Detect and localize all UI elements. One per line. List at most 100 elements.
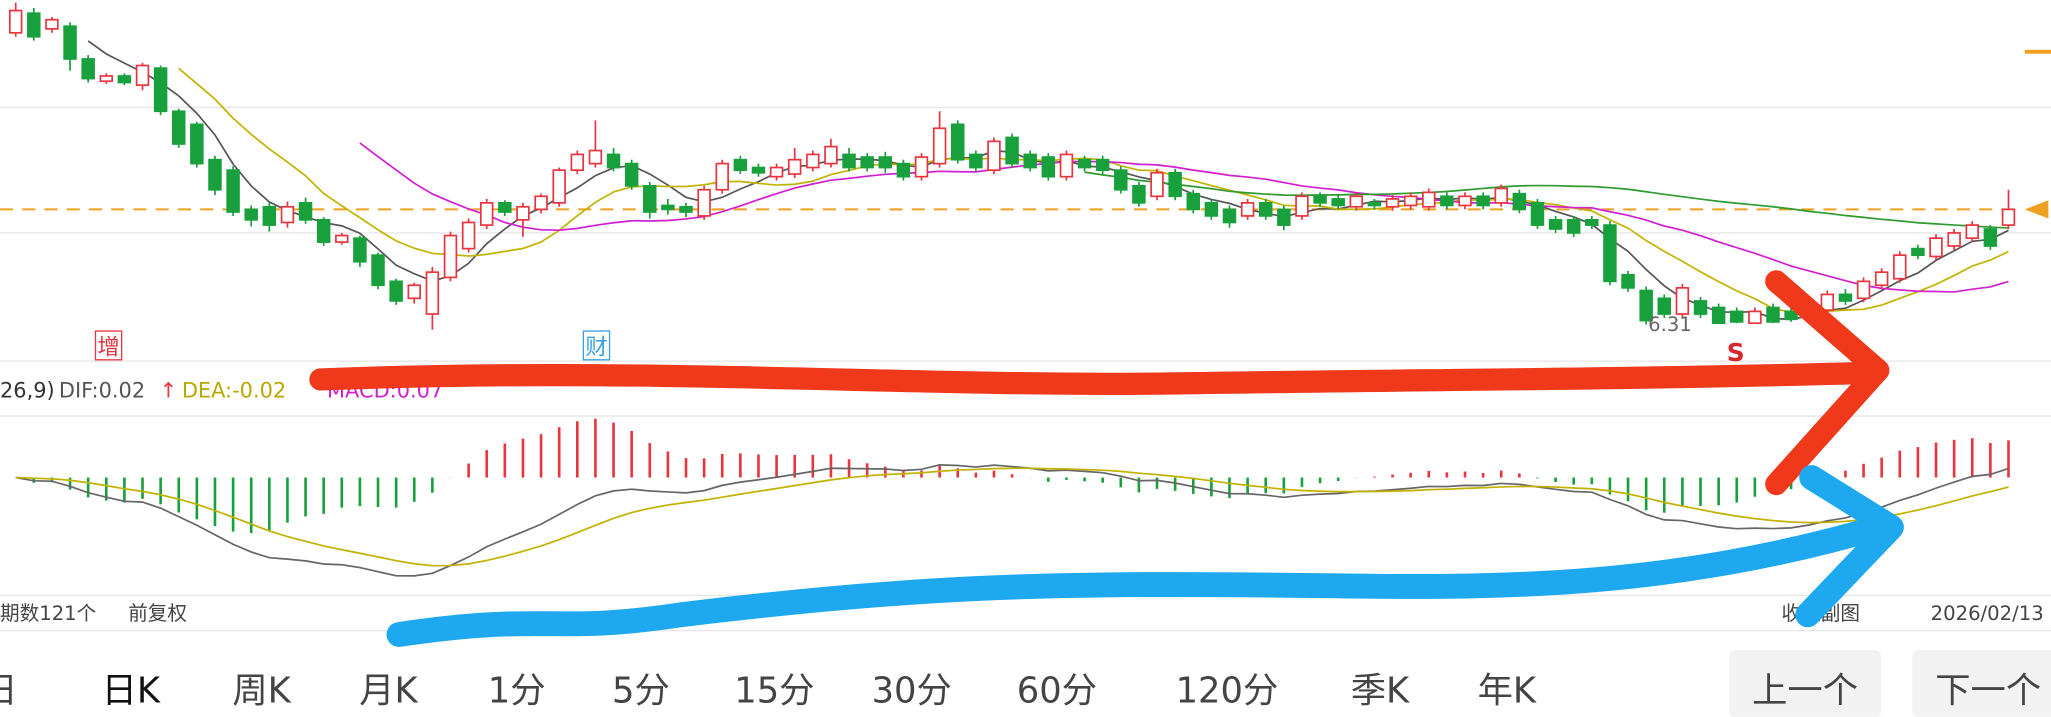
arrow-shaft bbox=[386, 513, 1896, 647]
prev-button[interactable]: 上一个 bbox=[1752, 671, 1858, 712]
candle-body bbox=[715, 162, 729, 191]
candle-body bbox=[1403, 195, 1418, 207]
period-tab[interactable]: 5分 bbox=[612, 671, 670, 712]
candle-body bbox=[2001, 208, 2016, 226]
candle-body bbox=[1440, 195, 1454, 207]
candle-body bbox=[1313, 195, 1327, 204]
plot bbox=[0, 2, 2049, 330]
candle-body bbox=[1983, 228, 1998, 247]
event-marker[interactable]: 增 bbox=[97, 335, 119, 361]
candle-body bbox=[1494, 187, 1508, 204]
candle-body bbox=[1385, 198, 1400, 208]
ma-line bbox=[178, 67, 2009, 315]
candle-body bbox=[824, 145, 838, 165]
candle-body bbox=[280, 205, 295, 224]
candle-body bbox=[117, 75, 132, 84]
candle-body bbox=[842, 153, 856, 169]
date: 2026/02/13 bbox=[1931, 602, 2044, 625]
candle-body bbox=[443, 234, 458, 279]
candle-body bbox=[1168, 171, 1182, 198]
candle-body bbox=[606, 153, 621, 169]
ma-line bbox=[1084, 171, 2009, 229]
candle-body bbox=[1675, 287, 1690, 315]
candle-body bbox=[1367, 201, 1382, 207]
candle-body bbox=[534, 195, 548, 211]
period-tab[interactable]: 日K bbox=[102, 671, 161, 712]
candle-body bbox=[262, 205, 277, 226]
annotation-blue-arrow bbox=[386, 465, 1904, 647]
event-badge[interactable] bbox=[94, 330, 123, 361]
candle-body bbox=[1258, 201, 1273, 217]
candle-body bbox=[1693, 300, 1708, 315]
candle-body bbox=[1476, 195, 1490, 207]
candle-body bbox=[1186, 192, 1200, 211]
period-tab[interactable]: 月K bbox=[359, 671, 418, 712]
candle-body bbox=[1820, 293, 1835, 311]
period-tab[interactable]: 60分 bbox=[1017, 671, 1097, 712]
candle-body bbox=[1893, 254, 1907, 280]
button-bg[interactable] bbox=[1729, 650, 1881, 717]
candle-body bbox=[1856, 280, 1871, 300]
candle-body bbox=[1711, 306, 1726, 325]
candle-body bbox=[697, 188, 711, 217]
candle-body bbox=[1059, 153, 1074, 178]
candle-body bbox=[1929, 237, 1943, 258]
candle-body bbox=[479, 201, 494, 226]
candle-body bbox=[1240, 201, 1255, 217]
candle-body bbox=[407, 284, 421, 300]
event-marker[interactable]: 财 bbox=[585, 335, 607, 361]
candle-body bbox=[81, 58, 95, 80]
candle-body bbox=[751, 166, 766, 174]
candle-body bbox=[516, 205, 530, 221]
period-tab[interactable]: 季K bbox=[1351, 671, 1410, 712]
arrow-head bbox=[1795, 465, 1904, 628]
dif-arrow: ↑ bbox=[160, 379, 178, 403]
candle-body bbox=[1077, 158, 1092, 169]
annotation-red-arrow bbox=[309, 270, 1890, 496]
candle-body bbox=[1657, 297, 1672, 315]
event-badge[interactable] bbox=[582, 330, 611, 361]
button-bg[interactable] bbox=[1912, 650, 2051, 717]
candle-body bbox=[1023, 153, 1037, 169]
period-tab[interactable]: 年K bbox=[1478, 671, 1537, 712]
signal-marker: S bbox=[1727, 338, 1745, 367]
candle-body bbox=[1585, 218, 1599, 226]
period-tab[interactable]: 1分 bbox=[488, 671, 546, 712]
candle-body bbox=[27, 12, 41, 38]
candle-body bbox=[244, 208, 258, 221]
candle-body bbox=[679, 205, 693, 213]
next-button[interactable]: 下一个 bbox=[1935, 671, 2041, 712]
period-tab[interactable]: 日 bbox=[0, 671, 18, 712]
candle-body bbox=[1548, 218, 1563, 230]
period-tab[interactable]: 15分 bbox=[734, 671, 814, 712]
price-pointer bbox=[2024, 200, 2049, 219]
candle-body bbox=[661, 204, 675, 211]
candle-body bbox=[969, 153, 983, 169]
candle-body bbox=[1639, 289, 1653, 322]
candle-body bbox=[1422, 191, 1436, 208]
period-tab[interactable]: 周K bbox=[232, 671, 291, 712]
candle-body bbox=[1766, 306, 1780, 323]
candle-body bbox=[896, 162, 911, 178]
candle-body bbox=[153, 67, 168, 113]
candle-body bbox=[1349, 195, 1364, 208]
arrow-head bbox=[1765, 270, 1890, 496]
candle-body bbox=[1566, 218, 1581, 234]
candle-body bbox=[190, 123, 204, 165]
candle-body bbox=[1838, 293, 1853, 302]
price-marker bbox=[2024, 49, 2051, 54]
candle-body bbox=[806, 153, 820, 169]
period-tab[interactable]: 30分 bbox=[872, 671, 952, 712]
candle-body bbox=[1621, 273, 1635, 289]
candle-body bbox=[63, 25, 77, 60]
candle-body bbox=[1095, 158, 1110, 171]
candle-body bbox=[570, 153, 585, 171]
period-tab[interactable]: 120分 bbox=[1176, 671, 1279, 712]
candle-body bbox=[8, 9, 23, 34]
candle-body bbox=[1947, 232, 1961, 247]
candle-body bbox=[860, 156, 874, 169]
adjust-mode[interactable]: 前复权 bbox=[128, 602, 187, 625]
ma-line bbox=[359, 142, 2009, 293]
